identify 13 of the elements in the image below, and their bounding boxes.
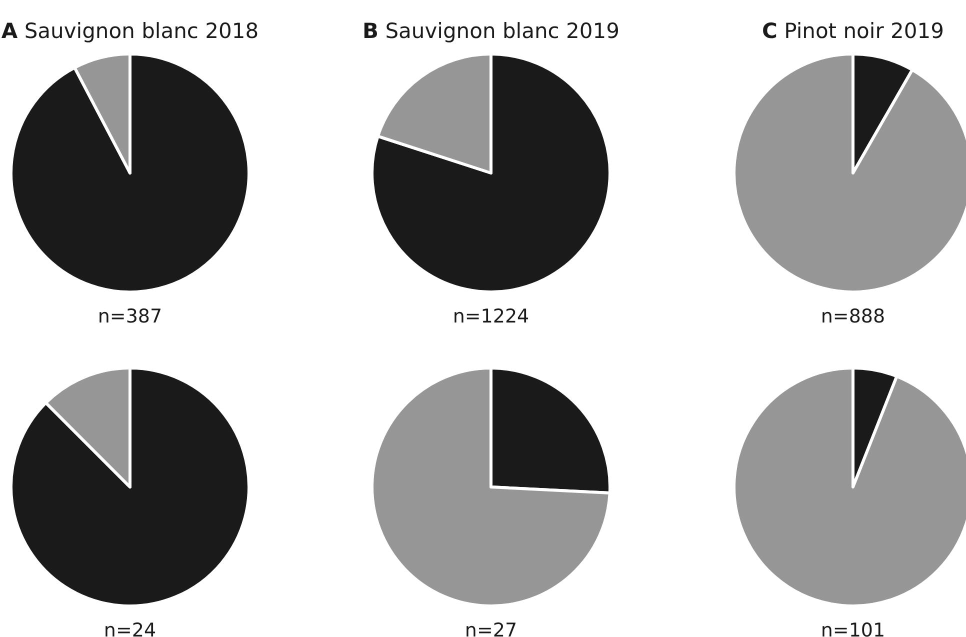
text: n=101 [820,620,886,637]
pie-slice [10,366,250,608]
text: n=1224 [452,306,530,328]
chart-title: A Sauvignon blanc 2018 [1,19,259,43]
pie-slice [370,52,612,294]
text: n=24 [104,620,156,637]
pie-slice [370,366,612,608]
chart-title: C Pinot noir 2019 [762,19,944,43]
pie-slice [10,52,250,294]
text: n=27 [464,620,518,637]
text: n=888 [820,306,886,328]
text: n=387 [98,306,162,328]
chart-title: B Sauvignon blanc 2019 [362,19,620,43]
